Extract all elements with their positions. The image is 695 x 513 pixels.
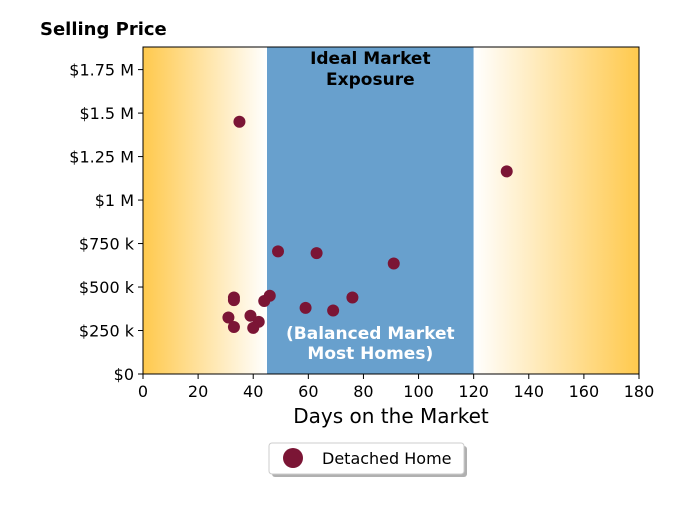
data-point	[247, 321, 260, 334]
legend-box	[268, 442, 465, 475]
data-points	[222, 115, 513, 334]
x-tick-label: 160	[569, 382, 600, 401]
data-point	[272, 245, 285, 258]
x-tick-label: 20	[188, 382, 208, 401]
y-tick-label: $1.75 M	[69, 61, 134, 80]
zone-right-gradient	[473, 47, 639, 374]
y-tick-label: $250 k	[79, 322, 135, 341]
data-point	[299, 301, 312, 314]
zone-bottom-label-line: Most Homes)	[307, 344, 433, 364]
y-tick-label: $1.25 M	[69, 148, 134, 167]
data-point	[233, 115, 246, 128]
data-point	[310, 247, 323, 260]
x-tick-label: 0	[138, 382, 148, 401]
x-tick-label: 100	[403, 382, 434, 401]
x-tick-label: 60	[298, 382, 318, 401]
chart-title: Selling Price	[40, 19, 167, 40]
data-point	[387, 257, 400, 270]
data-point	[227, 294, 240, 307]
y-axis: $0 $250 k $500 k $750 k $1 M $1.25 M $1.5 M $1.…	[69, 61, 143, 384]
y-tick-label: $1.5 M	[79, 104, 134, 123]
zone-top-label-line: Ideal Market	[310, 49, 431, 69]
zone-top-label-line: Exposure	[326, 70, 415, 90]
y-tick-label: $0	[114, 365, 134, 384]
x-tick-label: 180	[624, 382, 655, 401]
data-point	[244, 309, 257, 322]
data-point	[346, 291, 359, 304]
x-axis-title: Days on the Market	[293, 404, 489, 428]
legend-marker	[283, 448, 303, 468]
data-point	[222, 311, 235, 324]
x-tick-label: 140	[514, 382, 545, 401]
plot-frame	[142, 46, 640, 375]
data-point	[327, 304, 340, 317]
x-tick-label: 80	[353, 382, 373, 401]
data-point	[227, 321, 240, 334]
legend: Detached Home	[268, 442, 467, 477]
x-axis: 0 20 40 60 80 100 120 140 160 180	[138, 374, 654, 401]
data-point	[500, 165, 513, 178]
zone-balanced	[267, 47, 474, 374]
y-tick-label: $1 M	[95, 191, 134, 210]
data-point	[258, 294, 271, 307]
y-tick-label: $500 k	[79, 278, 135, 297]
x-tick-label: 120	[458, 382, 489, 401]
legend-label: Detached Home	[322, 449, 452, 468]
market-zones	[143, 47, 639, 374]
zone-bottom-label-line: (Balanced Market	[286, 324, 455, 344]
y-tick-label: $750 k	[79, 235, 135, 254]
x-tick-label: 40	[243, 382, 263, 401]
